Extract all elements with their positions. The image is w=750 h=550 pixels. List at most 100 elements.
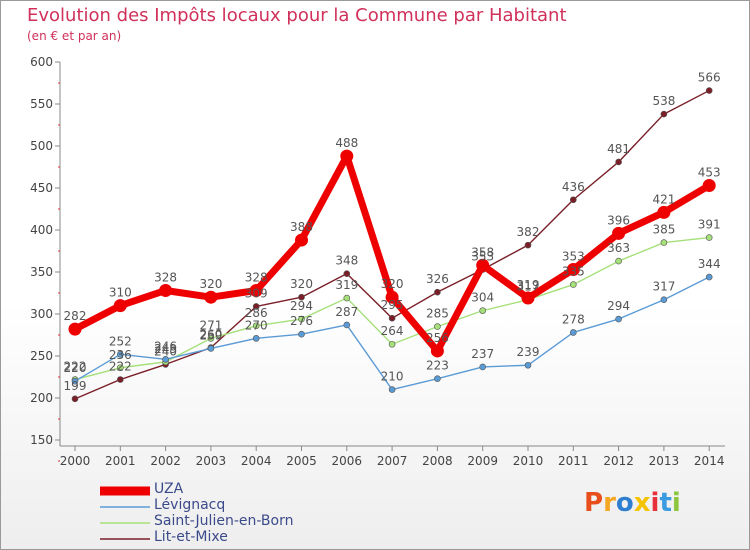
logo-letter: i xyxy=(671,488,681,518)
data-label: 326 xyxy=(426,272,449,286)
data-point xyxy=(117,376,124,383)
x-tick-label: 2014 xyxy=(694,454,725,468)
data-point xyxy=(298,293,305,301)
data-point xyxy=(615,257,622,265)
data-point xyxy=(113,299,127,313)
data-point xyxy=(252,322,260,330)
data-point xyxy=(660,110,668,118)
y-tick-label: 450 xyxy=(30,181,53,195)
data-label: 391 xyxy=(698,218,721,232)
y-tick-label: 300 xyxy=(30,307,53,321)
data-label: 295 xyxy=(381,298,404,312)
logo-letter: o xyxy=(615,488,634,518)
chart-title: Evolution des Impôts locaux pour la Comm… xyxy=(27,5,567,26)
data-label: 344 xyxy=(698,257,721,271)
data-point xyxy=(569,281,577,288)
logo-letter: P xyxy=(584,488,604,518)
data-point xyxy=(388,340,396,348)
x-tick-label: 2001 xyxy=(105,454,136,468)
data-label: 222 xyxy=(109,360,132,374)
data-label: 287 xyxy=(335,305,358,319)
data-point xyxy=(388,314,396,322)
legend-label-saint-julien: Saint-Julien-en-Born xyxy=(154,513,294,529)
data-point xyxy=(207,345,215,352)
data-label: 348 xyxy=(335,254,358,268)
x-tick-label: 2005 xyxy=(286,454,317,468)
data-label: 264 xyxy=(381,324,404,338)
data-label: 320 xyxy=(199,277,222,291)
legend-label-levignacq: Lévignacq xyxy=(154,497,226,513)
x-tick-label: 2000 xyxy=(60,454,91,468)
data-point xyxy=(521,291,535,305)
data-point xyxy=(162,356,169,363)
data-point xyxy=(476,258,490,272)
proxiti-logo: Proxiti xyxy=(584,488,681,518)
y-tick-label: 350 xyxy=(30,265,53,279)
data-label: 199 xyxy=(64,379,87,393)
data-point xyxy=(159,283,173,297)
data-label: 285 xyxy=(426,307,449,321)
data-label: 223 xyxy=(426,359,449,373)
data-point xyxy=(566,262,580,276)
data-label: 320 xyxy=(381,277,404,291)
data-label: 353 xyxy=(562,249,585,263)
data-point xyxy=(71,395,79,403)
data-label: 240 xyxy=(154,344,177,358)
data-point xyxy=(660,296,668,304)
x-tick-label: 2009 xyxy=(467,454,498,468)
y-tick-label: 550 xyxy=(30,97,53,111)
data-point xyxy=(615,158,622,166)
y-tick-label: 250 xyxy=(30,349,53,363)
data-label: 270 xyxy=(245,318,268,332)
x-tick-label: 2002 xyxy=(150,454,181,468)
y-tick-label: 400 xyxy=(30,223,53,237)
data-label: 243 xyxy=(154,342,177,356)
x-tick-label: 2010 xyxy=(513,454,544,468)
data-label: 453 xyxy=(698,165,721,179)
data-label: 328 xyxy=(154,270,177,284)
legend-label-uza: UZA xyxy=(154,481,184,497)
data-label: 358 xyxy=(471,245,494,259)
data-label: 220 xyxy=(64,361,87,375)
logo-letter: t xyxy=(659,488,672,518)
x-tick-label: 2003 xyxy=(196,454,227,468)
data-label: 260 xyxy=(199,328,222,342)
y-tick-label: 500 xyxy=(30,139,53,153)
data-label: 239 xyxy=(517,345,540,359)
data-label: 385 xyxy=(652,223,675,237)
data-point xyxy=(612,226,626,240)
data-point xyxy=(343,294,351,302)
data-label: 271 xyxy=(199,318,222,332)
data-point xyxy=(249,283,263,297)
data-label: 396 xyxy=(607,213,630,227)
x-tick-label: 2008 xyxy=(422,454,453,468)
data-point xyxy=(298,315,305,323)
data-label: 388 xyxy=(290,220,313,234)
x-tick-label: 2011 xyxy=(558,454,589,468)
data-label: 304 xyxy=(471,291,494,305)
x-tick-label: 2012 xyxy=(603,454,634,468)
data-point xyxy=(434,375,441,382)
data-point xyxy=(295,233,308,247)
logo-letter: x xyxy=(633,488,651,518)
data-point xyxy=(479,307,487,314)
data-label: 309 xyxy=(245,286,268,300)
data-label: 382 xyxy=(517,225,540,239)
data-point xyxy=(434,323,441,330)
data-point xyxy=(68,322,82,336)
data-label: 237 xyxy=(471,347,494,361)
data-point xyxy=(524,361,532,369)
data-label: 566 xyxy=(698,71,721,85)
data-point xyxy=(705,234,713,241)
data-label: 319 xyxy=(335,278,358,292)
x-tick-label: 2013 xyxy=(649,454,680,468)
data-label: 363 xyxy=(607,241,630,255)
x-tick-label: 2006 xyxy=(332,454,363,468)
logo-letter: r xyxy=(603,488,616,518)
data-point xyxy=(343,270,351,277)
data-label: 488 xyxy=(335,136,358,150)
data-label: 286 xyxy=(245,306,268,320)
data-point xyxy=(705,273,713,281)
data-label: 317 xyxy=(652,280,675,294)
